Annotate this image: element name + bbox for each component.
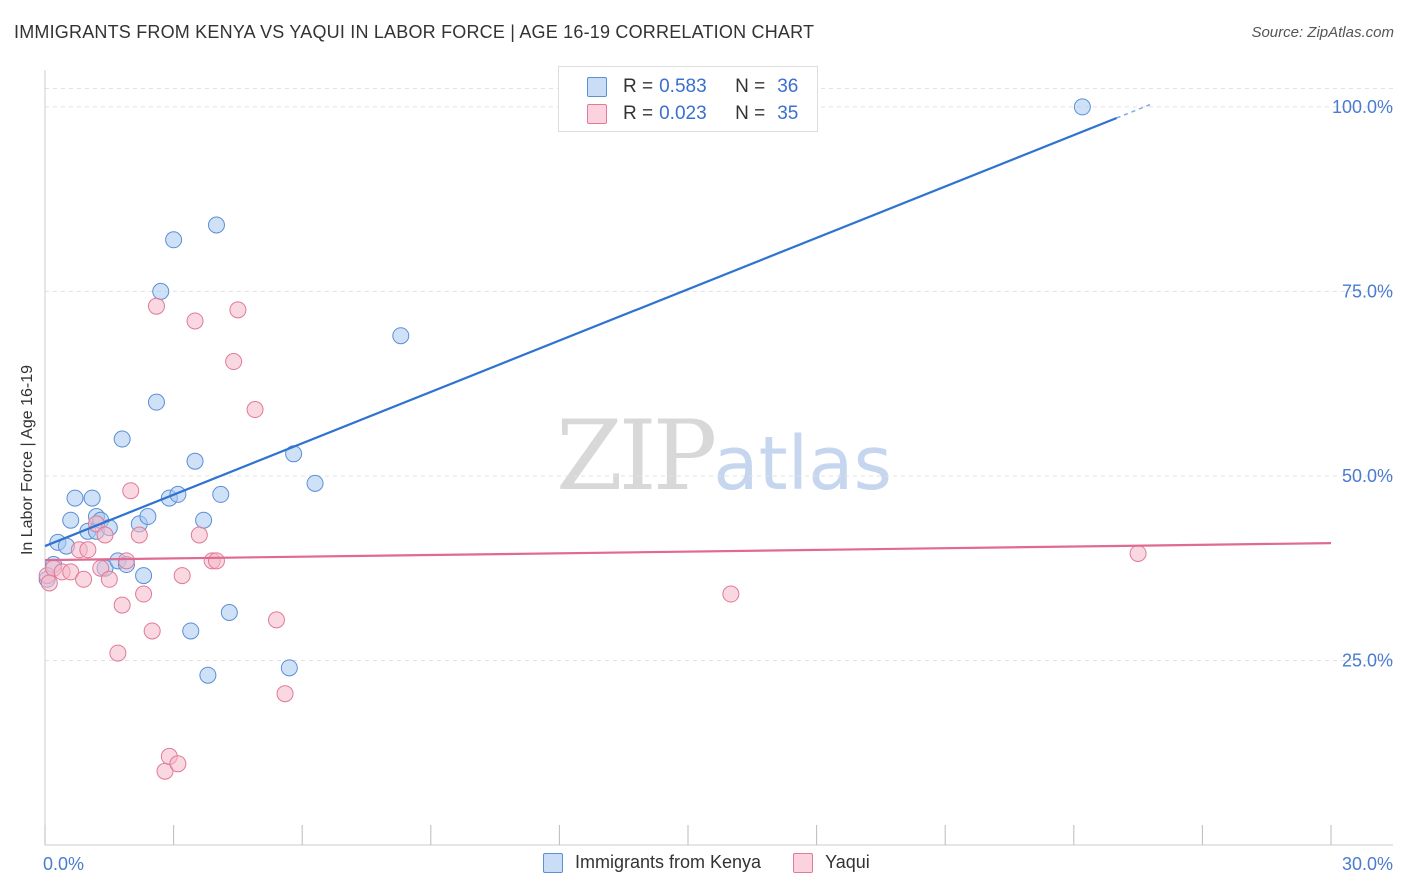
legend-item-yaqui[interactable]: Yaqui [793,852,870,873]
kenya-point [306,474,324,492]
y-axis-label: In Labor Force | Age 16-19 [19,364,36,556]
series-legend: Immigrants from Kenya Yaqui [543,852,902,873]
r-label: R = [623,103,654,124]
yaqui-point [169,755,187,773]
kenya-point [113,430,131,448]
x-tick-label: 0.0% [43,854,84,874]
watermark: ZIPatlas [556,400,892,512]
yaqui-point [40,574,58,592]
yaqui-point [62,563,80,581]
kenya-point [165,231,183,249]
kenya-point [207,216,225,234]
kenya-swatch [543,852,563,873]
yaqui-point [173,567,191,585]
source-credit: Source: ZipAtlas.com [1251,24,1394,41]
yaqui-point [246,401,264,419]
y-tick-label: 75.0% [1342,281,1393,301]
kenya-point [1073,98,1091,116]
kenya-point [220,604,238,621]
y-tick-label: 100.0% [1332,97,1393,117]
legend-row-yaqui: R = 0.023 N = 35 [587,102,798,126]
correlation-legend: R = 0.583 N = 36 R = 0.023 N = 35 [558,66,818,132]
kenya-trend-line [44,116,1118,548]
yaqui-point [225,353,243,371]
kenya-point [186,452,204,470]
chart-title: IMMIGRANTS FROM KENYA VS YAQUI IN LABOR … [14,22,815,42]
kenya-point [139,508,157,526]
r-value: 0.583 [659,76,707,97]
kenya-point [280,659,298,677]
yaqui-point [207,552,225,570]
yaqui-point [143,622,161,640]
kenya-point [62,511,80,529]
yaqui-point [96,526,114,544]
yaqui-trend-line [44,542,1332,562]
yaqui-point [79,541,97,559]
yaqui-swatch [793,852,814,873]
y-tick-label: 50.0% [1342,466,1393,486]
kenya-point [199,666,217,684]
n-label: N = [735,76,766,97]
watermark-atlas: atlas [713,421,893,507]
yaqui-point [722,585,740,603]
legend-label-kenya: Immigrants from Kenya [575,852,762,872]
yaqui-point [190,526,208,544]
yaqui-point [147,297,165,315]
kenya-swatch [587,77,607,97]
y-tick-label: 25.0% [1342,650,1393,670]
yaqui-point [229,301,247,319]
n-label: N = [735,103,766,124]
yaqui-point [100,570,118,588]
yaqui-point [117,552,135,570]
yaqui-point [1129,544,1147,562]
r-label: R = [623,76,654,97]
yaqui-point [276,685,294,703]
yaqui-point [109,644,127,662]
yaqui-point [186,312,204,330]
yaqui-point [267,611,285,629]
n-value: 36 [777,76,799,97]
n-value: 35 [777,103,799,124]
yaqui-point [130,526,148,544]
x-tick-label: 30.0% [1342,854,1393,874]
kenya-point [83,489,101,507]
yaqui-point [75,570,93,588]
r-value: 0.023 [659,103,707,124]
kenya-point [152,282,170,300]
kenya-point [392,327,410,345]
kenya-point [212,485,230,503]
yaqui-point [113,596,131,614]
legend-row-kenya: R = 0.583 N = 36 [587,75,798,99]
kenya-point [135,567,153,585]
kenya-point [182,622,200,640]
yaqui-swatch [587,104,607,124]
yaqui-point [135,585,153,603]
kenya-point [147,393,165,411]
yaqui-point [122,482,140,500]
legend-label-yaqui: Yaqui [825,852,870,872]
legend-item-kenya[interactable]: Immigrants from Kenya [543,852,761,873]
kenya-trend-extension [1116,103,1152,119]
kenya-point [66,489,84,507]
kenya-point [195,511,213,529]
watermark-zip: ZIP [556,400,717,512]
